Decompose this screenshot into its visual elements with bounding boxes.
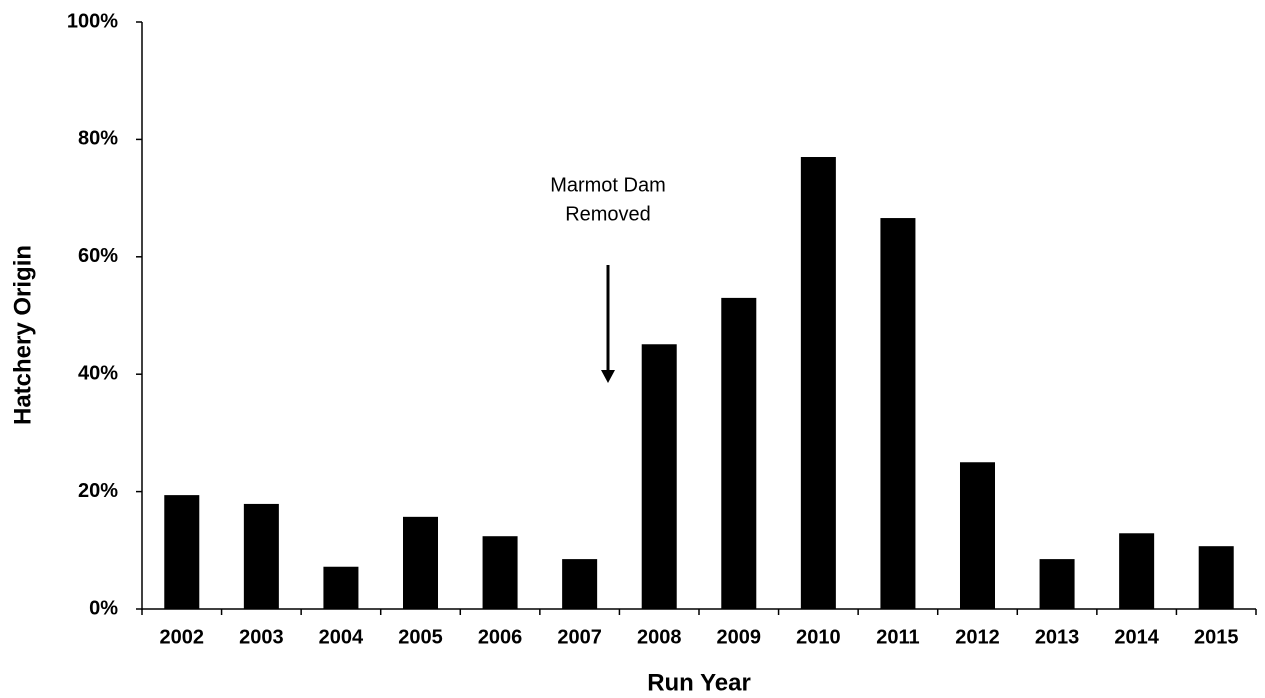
y-tick-label: 0%	[89, 597, 118, 619]
bar	[1198, 546, 1234, 609]
x-tick-label: 2004	[319, 626, 364, 648]
x-tick-label: 2013	[1035, 626, 1080, 648]
x-axis-title: Run Year	[647, 669, 751, 696]
x-tick-label: 2005	[398, 626, 443, 648]
bar	[721, 297, 757, 609]
bar	[880, 218, 916, 610]
x-tick-label: 2003	[239, 626, 284, 648]
y-tick-label: 60%	[78, 245, 118, 267]
bar	[164, 495, 200, 609]
bar	[243, 503, 279, 609]
bar	[641, 344, 677, 609]
x-tick-label: 2009	[717, 626, 762, 648]
annotation: Marmot Dam	[550, 174, 666, 196]
bar	[1119, 533, 1155, 609]
x-tick-label: 2002	[160, 626, 205, 648]
bar	[959, 462, 996, 609]
bar	[562, 559, 598, 609]
x-tick-label: 2010	[796, 626, 841, 648]
bar	[800, 157, 836, 609]
y-axis-title: Hatchery Origin	[9, 245, 36, 425]
x-tick-label: 2015	[1194, 626, 1239, 648]
x-tick-label: 2012	[955, 626, 1000, 648]
x-tick-label: 2014	[1114, 626, 1159, 648]
y-tick-label: 100%	[67, 10, 118, 32]
bar	[323, 566, 359, 609]
x-tick-label: 2008	[637, 626, 682, 648]
x-tick-label: 2011	[876, 626, 919, 648]
x-tick-label: 2007	[557, 626, 602, 648]
x-tick-label: 2006	[478, 626, 523, 648]
y-tick-label: 20%	[78, 480, 118, 502]
bar	[482, 536, 518, 609]
bar	[402, 516, 439, 609]
annotation-arrowhead	[601, 370, 615, 383]
y-tick-label: 40%	[78, 362, 118, 384]
bar	[1039, 559, 1075, 609]
y-tick-label: 80%	[78, 128, 118, 150]
annotation: Removed	[565, 203, 651, 225]
